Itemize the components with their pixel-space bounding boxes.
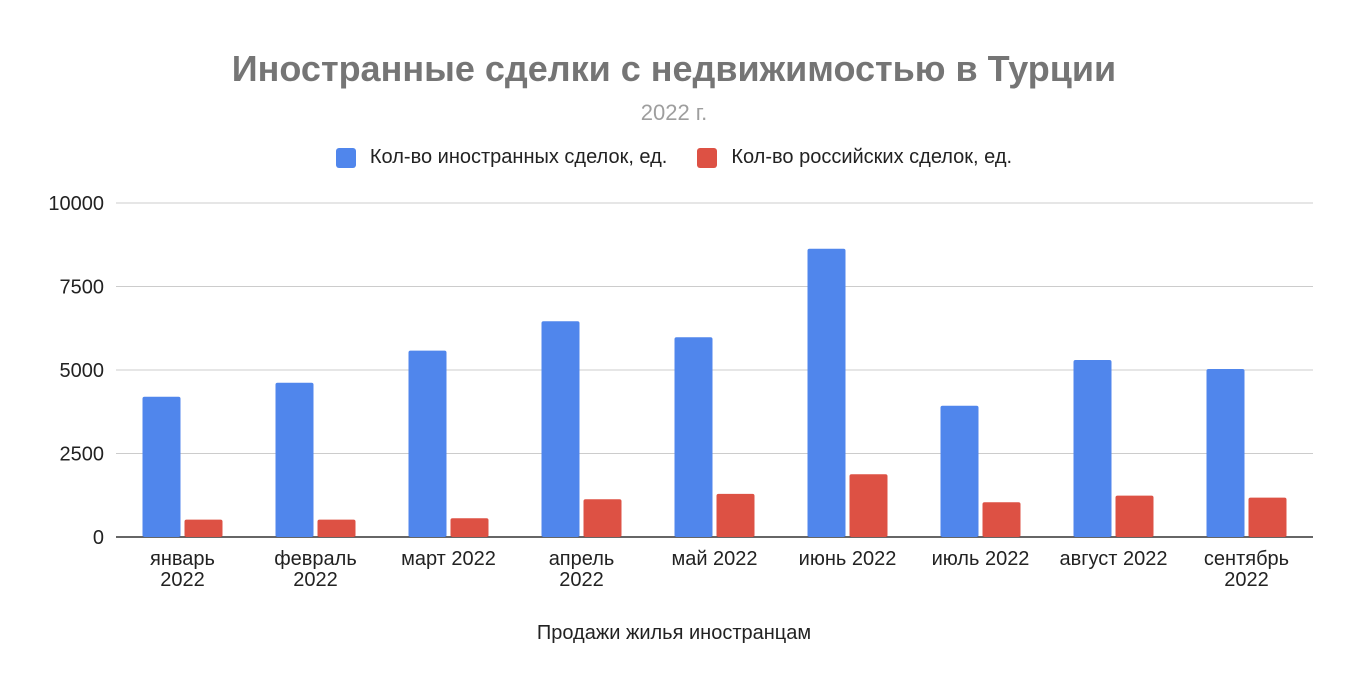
bar-foreign [1206,368,1245,537]
bar-russian [450,518,489,537]
x-tick-label: 2022 [1224,569,1269,591]
legend-swatch-russian [697,147,718,168]
bar-russian [1248,497,1287,537]
y-tick-label: 7500 [60,277,105,299]
legend-item-russian[interactable]: Кол-во российских сделок, ед. [697,146,1012,169]
bar-russian [184,519,223,537]
x-tick-label: март 2022 [401,548,496,570]
y-tick-label: 10000 [48,193,104,215]
bar-foreign [541,321,580,537]
x-tick-label: июнь 2022 [799,548,897,570]
bar-russian [982,502,1021,537]
bar-russian [849,474,888,537]
x-tick-label: 2022 [160,569,205,591]
x-axis-title: Продажи жилья иностранцам [536,622,812,644]
bar-russian [317,519,356,537]
legend-label-russian: Кол-во российских сделок, ед. [731,146,1013,168]
bar-foreign [142,396,181,537]
bar-russian [583,499,622,537]
legend-item-foreign[interactable]: Кол-во иностранных сделок, ед. [335,146,668,169]
x-tick-label: 2022 [293,569,338,591]
bar-foreign [1073,359,1112,537]
bar-russian [1115,495,1154,537]
y-tick-label: 0 [93,527,104,549]
y-tick-label: 5000 [60,360,105,382]
x-tick-label: февраль [274,548,357,570]
bar-foreign [807,248,846,537]
bar-russian [716,493,755,537]
bar-foreign [674,337,713,537]
x-tick-label: август 2022 [1059,548,1167,570]
x-tick-label: январь [150,548,215,570]
chart-title: Иностранные сделки с недвижимостью в Тур… [231,48,1117,89]
chart-legend: Кол-во иностранных сделок, ед. Кол-во ро… [0,146,1348,169]
legend-label-foreign: Кол-во иностранных сделок, ед. [369,146,668,168]
x-tick-label: 2022 [559,569,604,591]
x-tick-label: июль 2022 [932,548,1030,570]
x-tick-label: апрель [549,548,615,570]
y-tick-label: 2500 [60,444,105,466]
bar-foreign [940,405,979,537]
bar-foreign [408,350,447,537]
legend-swatch-foreign [335,147,356,168]
chart-subtitle: 2022 г. [640,100,708,125]
x-tick-label: сентябрь [1204,548,1289,570]
bar-foreign [275,382,314,537]
x-tick-label: май 2022 [671,548,757,570]
